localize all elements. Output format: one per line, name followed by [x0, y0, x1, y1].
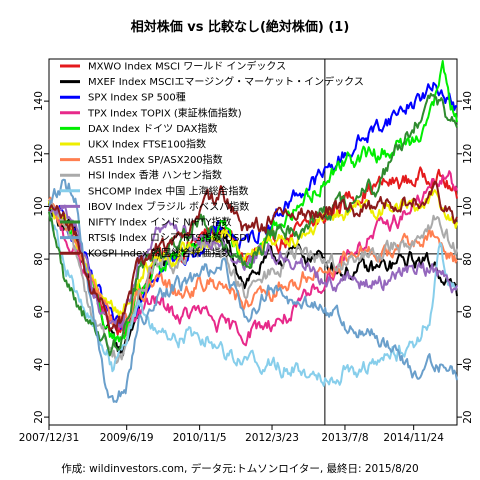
legend-label: KOSPI Index 韓国総合株価指数	[88, 247, 231, 260]
series-layer	[48, 60, 458, 403]
y-tick-label-right: 100	[462, 196, 474, 216]
y-tick-label-right: 60	[462, 305, 474, 318]
legend-label: TPX Index TOPIX (東証株価指数)	[87, 106, 242, 119]
y-tick-label-left: 40	[33, 358, 45, 371]
y-tick-label-right: 120	[462, 144, 474, 164]
x-tick-label: 2010/11/5	[173, 432, 227, 444]
x-tick-label: 2007/12/31	[19, 432, 80, 444]
legend-label: AS51 Index SP/ASX200指数	[88, 153, 223, 166]
y-tick-label-right: 140	[462, 91, 474, 111]
legend-label: SHCOMP Index 中国 上海総合指数	[88, 184, 248, 197]
y-tick-label-left: 20	[33, 410, 45, 423]
y-axis-left: 20 40 60 80 100 120 140	[33, 91, 49, 424]
series-line	[48, 92, 458, 357]
legend-item: UKX Index FTSE100指数	[60, 138, 206, 151]
x-axis: 2007/12/31 2009/6/19 2010/11/5 2012/3/23 201…	[19, 425, 444, 444]
legend-label: DAX Index ドイツ DAX指数	[88, 122, 218, 135]
y-tick-label-left: 60	[33, 305, 45, 318]
legend-item: SHCOMP Index 中国 上海総合指数	[60, 184, 248, 197]
legend-item: RTSI$ Index ロシア RTS指数(USD)	[60, 231, 251, 244]
series-line	[48, 180, 458, 332]
y-tick-label-right: 20	[462, 410, 474, 423]
legend: MXWO Index MSCI ワールド インデックス MXEF Index MS…	[60, 60, 364, 260]
legend-item: NIFTY Index インド NIFTY指数	[60, 216, 232, 229]
y-tick-label-right: 80	[462, 252, 474, 265]
legend-label: RTSI$ Index ロシア RTS指数(USD)	[88, 231, 251, 244]
chart-title: 相対株価 vs 比較なし(絶対株価) (1)	[131, 19, 350, 35]
chart-footer: 作成: wildinvestors.com, データ元:トムソンロイター, 最終…	[61, 462, 418, 475]
legend-item: SPX Index SP 500種	[60, 91, 186, 104]
legend-item: KOSPI Index 韓国総合株価指数	[60, 247, 231, 260]
legend-label: UKX Index FTSE100指数	[88, 138, 206, 151]
series-line	[48, 81, 458, 330]
y-tick-label-left: 80	[33, 252, 45, 265]
legend-label: MXWO Index MSCI ワールド インデックス	[88, 60, 286, 73]
legend-item: AS51 Index SP/ASX200指数	[60, 153, 223, 166]
y-tick-label-left: 100	[33, 196, 45, 216]
series-line	[48, 189, 458, 318]
plot-frame	[48, 58, 458, 426]
legend-label: HSI Index 香港 ハンセン指数	[88, 169, 222, 182]
legend-item: DAX Index ドイツ DAX指数	[60, 122, 218, 135]
x-tick-label: 2009/6/19	[100, 432, 154, 444]
x-tick-label: 2012/3/23	[245, 432, 299, 444]
legend-item: MXEF Index MSCIエマージング・マーケット・インデックス	[60, 75, 364, 88]
x-tick-label: 2014/11/24	[383, 432, 444, 444]
series-line	[48, 212, 458, 387]
y-tick-label-left: 120	[33, 144, 45, 164]
y-tick-label-left: 140	[33, 91, 45, 111]
legend-label: IBOV Index ブラジル ボベスパ指数	[88, 200, 249, 213]
y-tick-label-right: 40	[462, 358, 474, 371]
x-tick-label: 2013/7/8	[321, 432, 368, 444]
legend-item: MXWO Index MSCI ワールド インデックス	[60, 60, 286, 73]
y-axis-right: 20 40 60 80 100 120 140	[457, 91, 474, 424]
legend-item: IBOV Index ブラジル ボベスパ指数	[60, 200, 249, 213]
legend-label: MXEF Index MSCIエマージング・マーケット・インデックス	[88, 75, 364, 88]
legend-item: HSI Index 香港 ハンセン指数	[60, 169, 222, 182]
series-line	[48, 178, 458, 403]
legend-label: SPX Index SP 500種	[88, 91, 186, 104]
legend-item: TPX Index TOPIX (東証株価指数)	[60, 106, 242, 119]
legend-label: NIFTY Index インド NIFTY指数	[88, 216, 232, 229]
series-line	[48, 199, 458, 364]
